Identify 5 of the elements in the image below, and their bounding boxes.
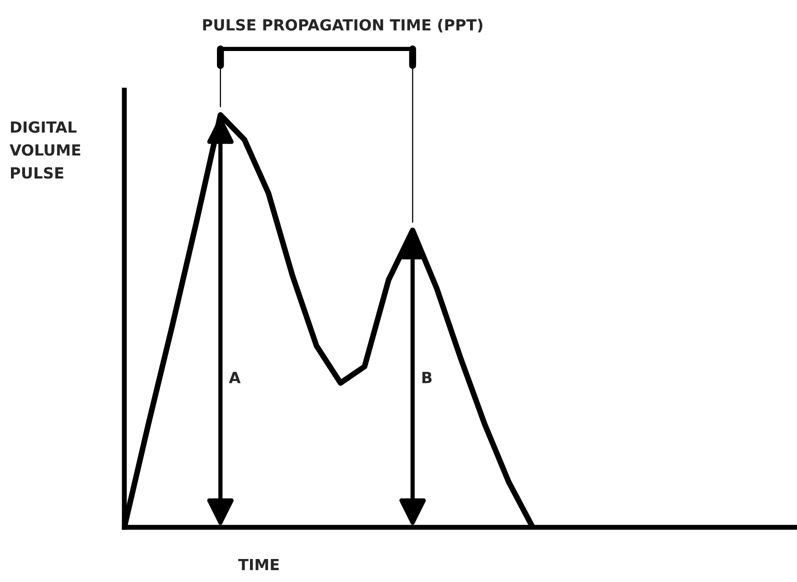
annotation: A — [228, 372, 241, 384]
chart-title: PULSE PROPAGATION TIME (PPT) — [203, 18, 482, 32]
y-axis-title: DIGITAL VOLUME PULSE — [10, 121, 80, 179]
x-axis-title: TIME — [238, 558, 279, 570]
annotation: B — [422, 372, 432, 384]
